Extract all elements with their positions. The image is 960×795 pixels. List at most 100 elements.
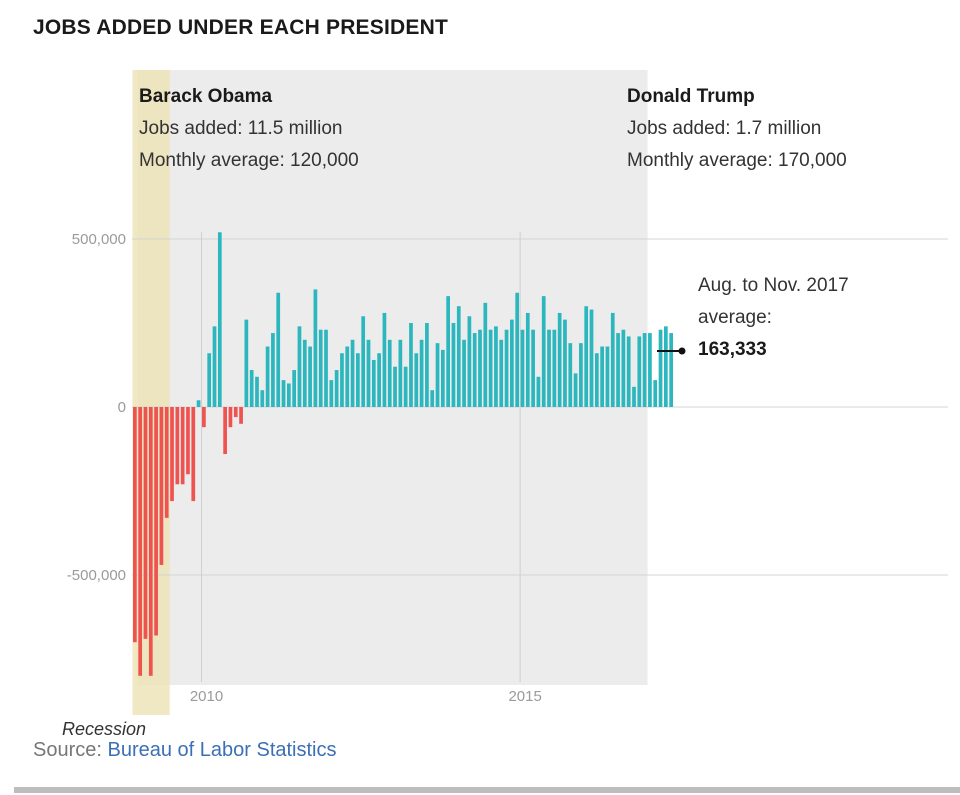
trump-jobs-added: Jobs added: 1.7 million [627, 118, 822, 139]
obama-jobs-added: Jobs added: 11.5 million [139, 118, 343, 139]
jobs-bar [260, 390, 265, 407]
jobs-bar [488, 329, 493, 407]
jobs-bar [536, 376, 541, 407]
jobs-bar [589, 309, 594, 407]
jobs-bar [223, 407, 227, 455]
jobs-bar [217, 232, 222, 407]
jobs-bar [175, 407, 180, 485]
jobs-bar [616, 333, 620, 407]
bottom-divider [14, 787, 960, 793]
jobs-bar [313, 289, 318, 407]
jobs-bar [265, 346, 270, 407]
jobs-bar [430, 390, 435, 407]
jobs-bar [605, 346, 610, 407]
source-link[interactable]: Bureau of Labor Statistics [107, 739, 337, 761]
y-tick-label: 0 [118, 399, 126, 416]
jobs-bar [483, 302, 488, 407]
jobs-bar [398, 339, 403, 407]
jobs-bar [573, 373, 578, 407]
obama-name: Barack Obama [139, 86, 273, 107]
jobs-bar [568, 343, 573, 407]
jobs-bar [440, 349, 445, 407]
x-tick-label: 2015 [508, 688, 541, 705]
jobs-bar [318, 329, 323, 407]
trump-monthly-average: Monthly average: 170,000 [627, 150, 847, 171]
average-annotation-period: Aug. to Nov. 2017 [698, 275, 849, 296]
obama-label-block: Barack Obama Jobs added: 11.5 million Mo… [139, 81, 359, 177]
trump-name: Donald Trump [627, 86, 755, 107]
jobs-bar [557, 312, 562, 407]
jobs-bar [499, 339, 504, 407]
jobs-bar [621, 329, 626, 407]
jobs-bar [255, 376, 259, 407]
jobs-bar [446, 296, 450, 407]
jobs-bar [525, 312, 530, 407]
jobs-bar [366, 339, 371, 407]
y-tick-label: -500,000 [67, 567, 126, 584]
jobs-bar [324, 329, 328, 407]
jobs-bar [594, 353, 599, 407]
jobs-bar [302, 339, 307, 407]
jobs-bar [292, 370, 297, 407]
jobs-bar [563, 319, 567, 407]
jobs-bar [329, 380, 334, 407]
jobs-bar [350, 339, 355, 407]
jobs-bar [196, 400, 201, 407]
jobs-bar [233, 407, 238, 418]
jobs-bar [276, 292, 281, 407]
jobs-bar [271, 333, 275, 407]
jobs-bar [403, 366, 408, 407]
jobs-bar [520, 329, 525, 407]
jobs-bar [393, 366, 397, 407]
average-annotation-value: 163,333 [698, 339, 767, 360]
jobs-bar [164, 407, 169, 518]
jobs-bar [345, 346, 350, 407]
jobs-bar [478, 329, 482, 407]
jobs-bar [451, 323, 456, 407]
obama-monthly-average: Monthly average: 120,000 [139, 150, 359, 171]
jobs-bar [180, 407, 185, 485]
jobs-bar [170, 407, 174, 502]
jobs-bar [664, 326, 668, 407]
jobs-bar [626, 336, 631, 407]
jobs-bar [515, 292, 520, 407]
jobs-bar [244, 319, 249, 407]
jobs-bar [653, 380, 658, 407]
jobs-bar [510, 319, 514, 407]
jobs-bar [202, 407, 206, 428]
jobs-bar [504, 329, 509, 407]
jobs-bar [371, 359, 376, 407]
jobs-bar [637, 336, 642, 407]
jobs-bar [148, 407, 153, 676]
y-tick-label: 500,000 [72, 231, 126, 248]
jobs-bar [308, 346, 312, 407]
jobs-bar [228, 407, 233, 428]
trump-label-block: Donald Trump Jobs added: 1.7 million Mon… [627, 81, 847, 177]
jobs-bar [584, 306, 589, 407]
jobs-bar [462, 339, 466, 407]
jobs-bar [648, 333, 652, 407]
jobs-bar [286, 383, 291, 407]
jobs-bar [297, 326, 302, 407]
jobs-bar [610, 312, 615, 407]
jobs-bar [435, 343, 440, 407]
jobs-bar [669, 333, 674, 407]
jobs-bar [414, 353, 419, 407]
jobs-bar [547, 329, 551, 407]
jobs-bar [340, 353, 344, 407]
jobs-bar [552, 329, 557, 407]
x-tick-label: 2010 [190, 688, 223, 705]
jobs-bar [531, 329, 535, 407]
jobs-bar [419, 339, 424, 407]
jobs-bar [361, 316, 366, 407]
source-line: Source: Bureau of Labor Statistics [33, 739, 337, 762]
average-annotation-label: average: [698, 307, 772, 328]
jobs-bar [409, 323, 413, 407]
jobs-bar [472, 333, 477, 407]
jobs-bar [377, 353, 381, 407]
jobs-bar [138, 407, 143, 676]
jobs-bar [467, 316, 472, 407]
recession-label: Recession [62, 719, 146, 739]
jobs-bar [249, 370, 254, 407]
